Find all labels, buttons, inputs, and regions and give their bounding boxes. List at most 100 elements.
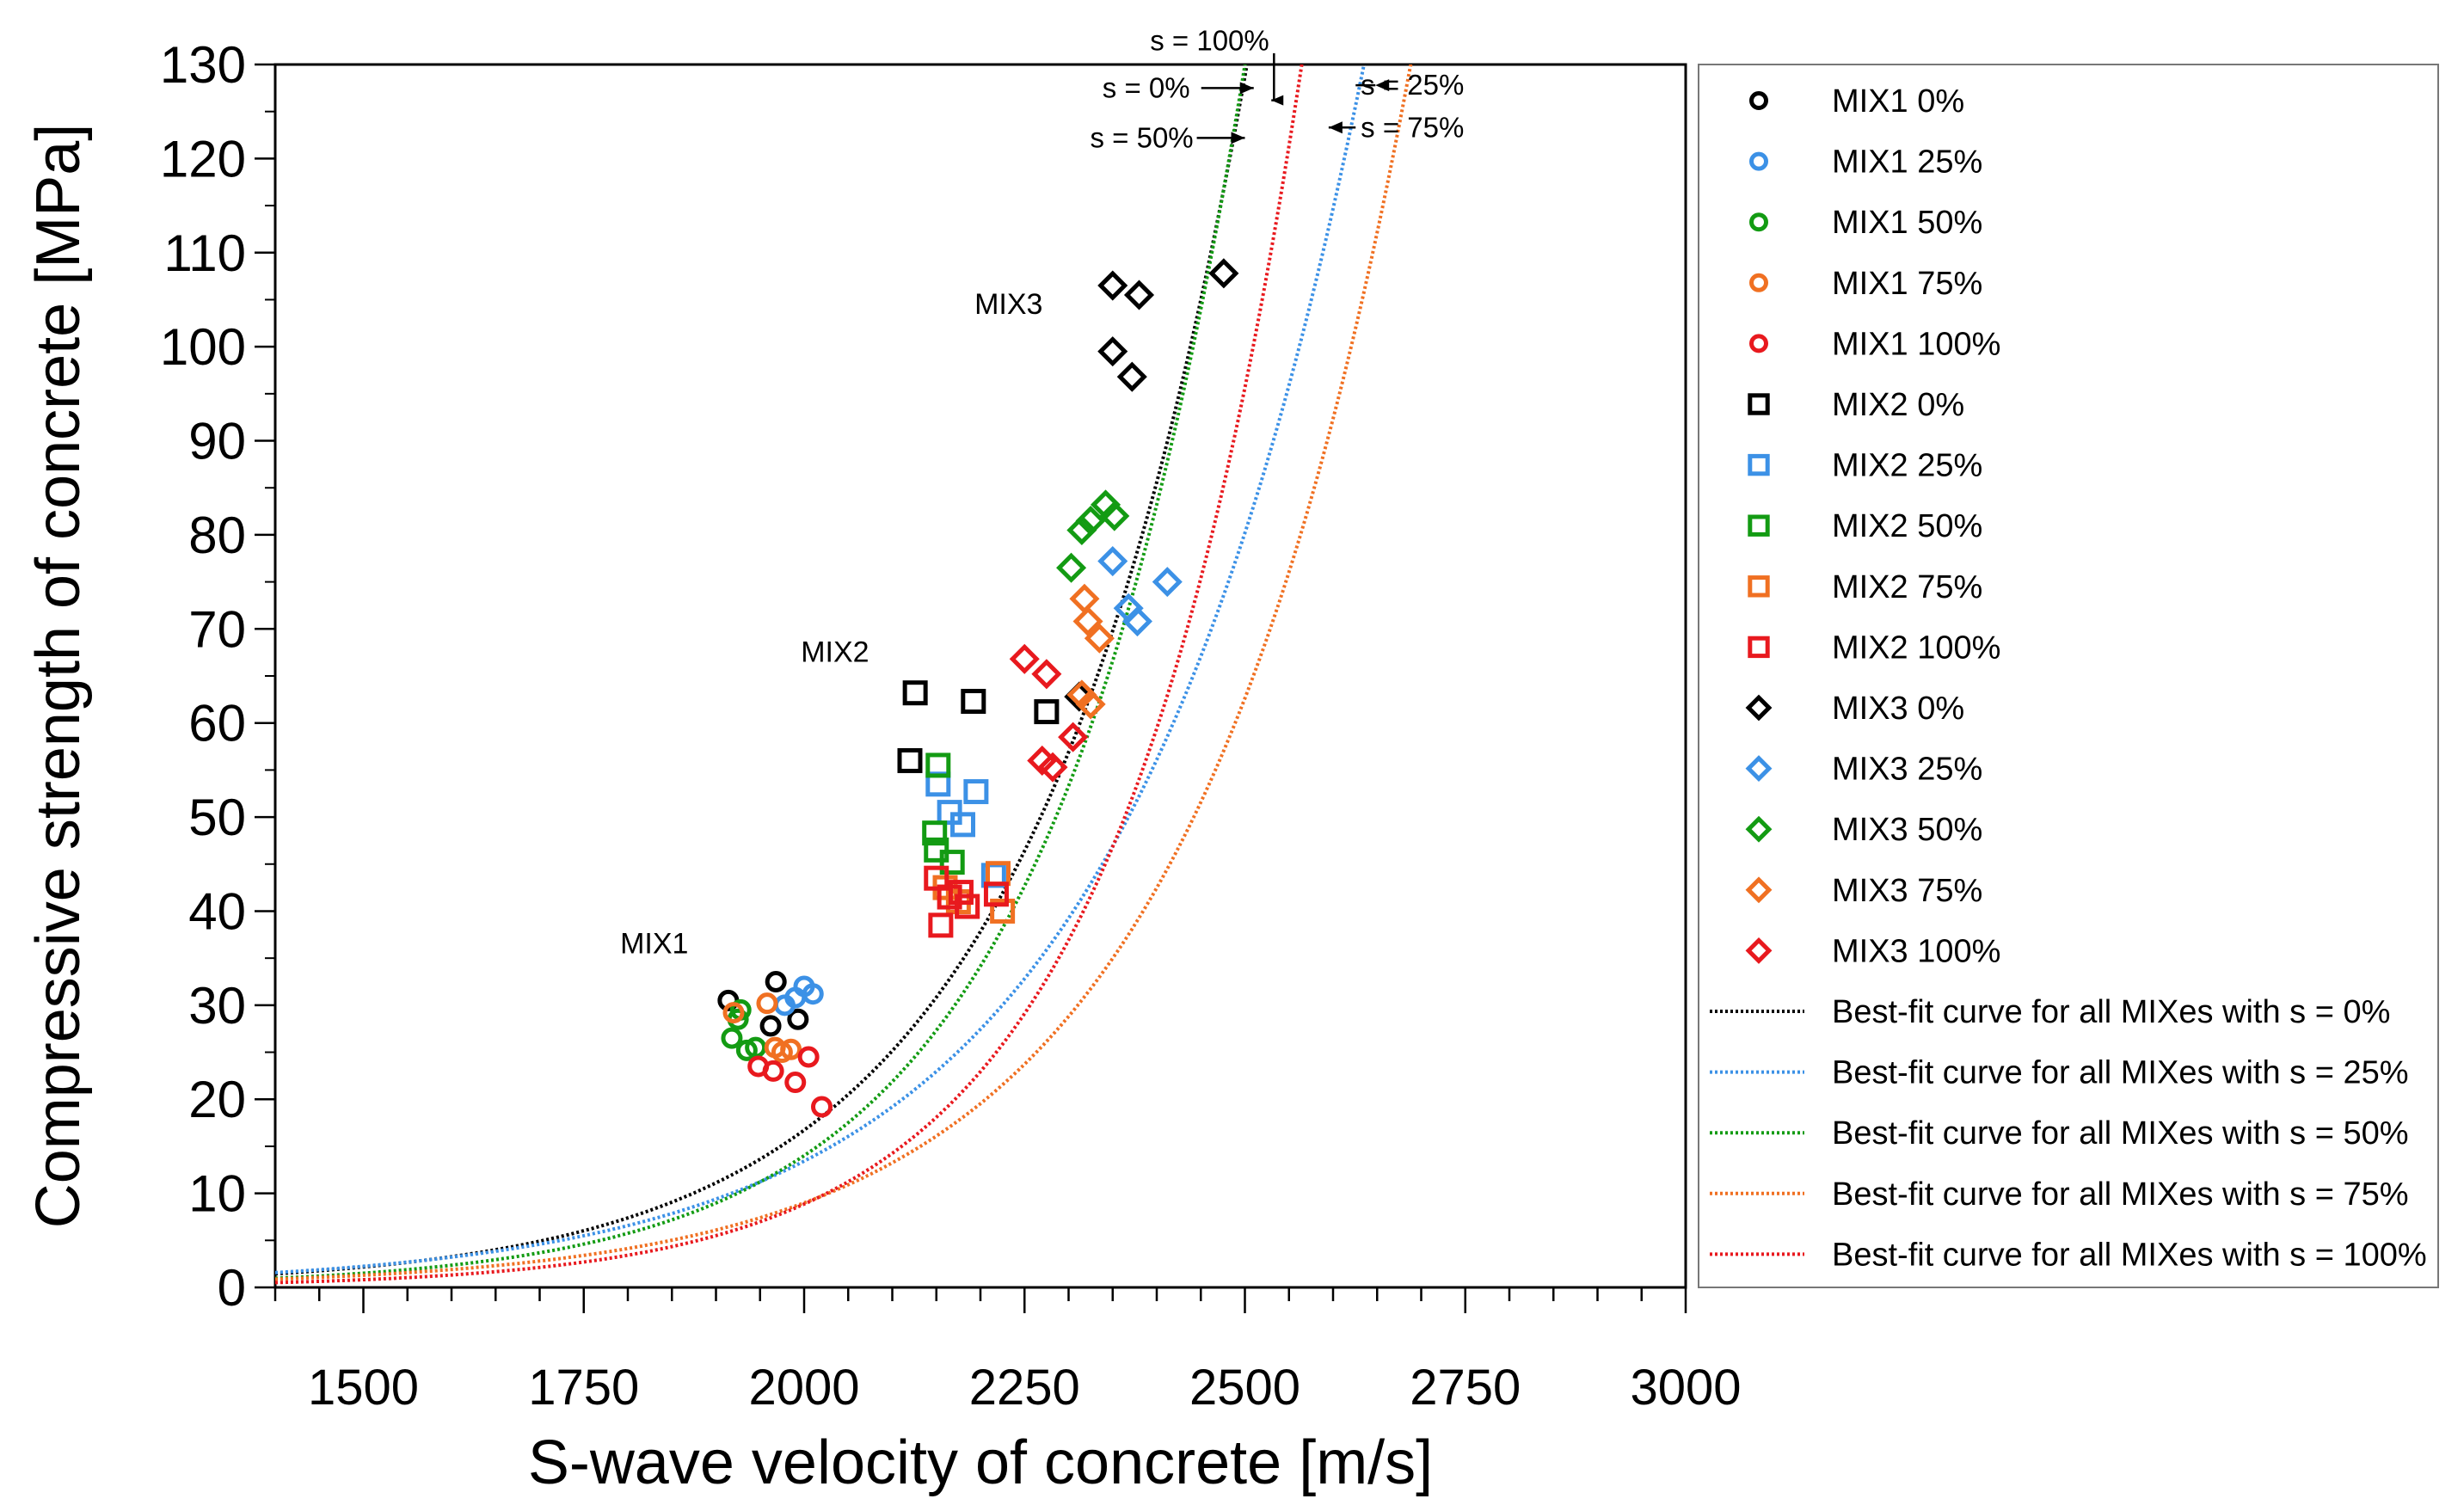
legend-label: MIX1 50% [1832, 205, 1982, 241]
y-tick-label: 0 [218, 1259, 246, 1317]
plot-area [273, 63, 1687, 1289]
callout-arrowhead [1231, 132, 1245, 144]
data-point [928, 912, 954, 938]
group-annotation: MIX1 [620, 928, 688, 961]
y-tick-label: 100 [160, 318, 246, 376]
legend-label: MIX3 100% [1832, 933, 2000, 969]
legend-label: MIX3 75% [1832, 873, 1982, 909]
data-point [948, 880, 974, 906]
x-axis-label: S-wave velocity of concrete [m/s] [528, 1428, 1433, 1497]
data-points [717, 258, 1239, 1118]
y-tick-label: 30 [188, 977, 246, 1035]
axis-ticks: 1500 1750 2000 2250 2500 2750 3000 0 10 20 30 40 50 6… [160, 36, 1742, 1416]
x-tick-label: 1500 [308, 1360, 419, 1416]
data-point [961, 689, 986, 715]
data-point [1097, 546, 1128, 577]
legend: MIX1 0% MIX1 25% MIX1 50% MIX1 75% MIX1 100%… [1710, 83, 2427, 1273]
legend-label: Best-fit curve for all MIXes with s = 25… [1832, 1055, 2409, 1091]
data-point [811, 1096, 833, 1118]
x-tick-label: 1750 [528, 1360, 639, 1416]
x-tick-label: 2500 [1189, 1360, 1300, 1416]
legend-label: MIX3 0% [1832, 691, 1964, 727]
legend-label: Best-fit curve for all MIXes with s = 75… [1832, 1176, 2409, 1213]
y-tick-label: 110 [163, 224, 246, 282]
data-point [990, 898, 1016, 924]
legend-label: MIX2 75% [1832, 569, 1982, 605]
legend-label: MIX3 25% [1832, 752, 1982, 788]
x-tick-label: 2750 [1410, 1360, 1521, 1416]
legend-marker [1749, 334, 1768, 353]
legend-marker [1748, 636, 1770, 659]
data-point [983, 881, 1009, 907]
data-point [1099, 501, 1130, 531]
curve-callout-label: s = 100% [1150, 25, 1269, 57]
legend-marker [1749, 212, 1768, 232]
data-point [1084, 623, 1115, 654]
legend-marker [1745, 755, 1773, 783]
x-tick-label: 3000 [1630, 1360, 1741, 1416]
data-point [787, 1008, 809, 1030]
legend-label: MIX1 25% [1832, 144, 1982, 181]
legend-label: MIX1 75% [1832, 266, 1982, 302]
legend-label: Best-fit curve for all MIXes with s = 50… [1832, 1115, 2409, 1152]
legend-label: MIX1 100% [1832, 326, 2000, 362]
data-point [1121, 606, 1152, 637]
data-point [759, 1015, 782, 1037]
y-tick-label: 40 [188, 882, 246, 940]
data-point [1116, 361, 1147, 392]
legend-marker [1748, 453, 1770, 476]
annotations: MIX1 MIX2 MIX3 s = 100% s = 0% s = 50% s = 25%… [620, 25, 1464, 961]
data-point [1075, 505, 1106, 537]
data-point [762, 1060, 784, 1082]
data-point [925, 752, 951, 778]
data-point [1123, 279, 1155, 310]
legend-marker [1745, 815, 1773, 843]
data-point [1031, 659, 1062, 690]
data-point [797, 1046, 820, 1068]
data-point [722, 1002, 745, 1024]
callout-arrowhead [1375, 79, 1390, 92]
data-point [756, 992, 778, 1015]
group-annotation: MIX2 [801, 636, 869, 669]
data-point [950, 812, 975, 838]
data-point [924, 865, 949, 891]
legend-box [1698, 64, 2439, 1288]
data-point [922, 820, 948, 846]
legend-marker [1748, 514, 1770, 537]
data-point [780, 1038, 802, 1060]
data-point [1058, 722, 1089, 752]
data-point [1097, 270, 1128, 301]
y-tick-label: 70 [188, 600, 246, 658]
legend-label: Best-fit curve for all MIXes with s = 10… [1832, 1237, 2427, 1273]
legend-label: MIX2 0% [1832, 387, 1964, 423]
data-point [1056, 552, 1087, 583]
y-tick-label: 130 [160, 36, 246, 94]
legend-marker [1745, 876, 1773, 904]
data-point [1075, 689, 1106, 720]
data-point [1034, 699, 1060, 725]
best-fit-curve [275, 64, 1304, 1285]
data-point [955, 894, 980, 919]
x-tick-label: 2250 [969, 1360, 1080, 1416]
x-tick-label: 2000 [748, 1360, 859, 1416]
y-tick-label: 80 [188, 507, 246, 564]
data-point [897, 747, 923, 773]
data-point [1072, 606, 1103, 637]
legend-marker [1745, 694, 1773, 722]
data-point [924, 837, 949, 863]
data-point [1037, 752, 1068, 783]
y-tick-label: 20 [188, 1071, 246, 1128]
legend-marker [1749, 151, 1768, 171]
legend-marker [1748, 575, 1770, 598]
data-point [1152, 567, 1183, 598]
data-point [784, 1072, 807, 1094]
y-tick-label: 90 [188, 413, 246, 470]
legend-label: MIX2 100% [1832, 630, 2000, 666]
curve-callout-label: s = 75% [1361, 111, 1464, 143]
curve-callout-label: s = 25% [1361, 69, 1464, 101]
data-point [1097, 336, 1128, 367]
data-point [765, 971, 787, 992]
y-axis-label: Compressive strength of concrete [MPa] [24, 124, 93, 1229]
legend-label: MIX2 50% [1832, 508, 1982, 544]
y-tick-label: 60 [188, 695, 246, 752]
